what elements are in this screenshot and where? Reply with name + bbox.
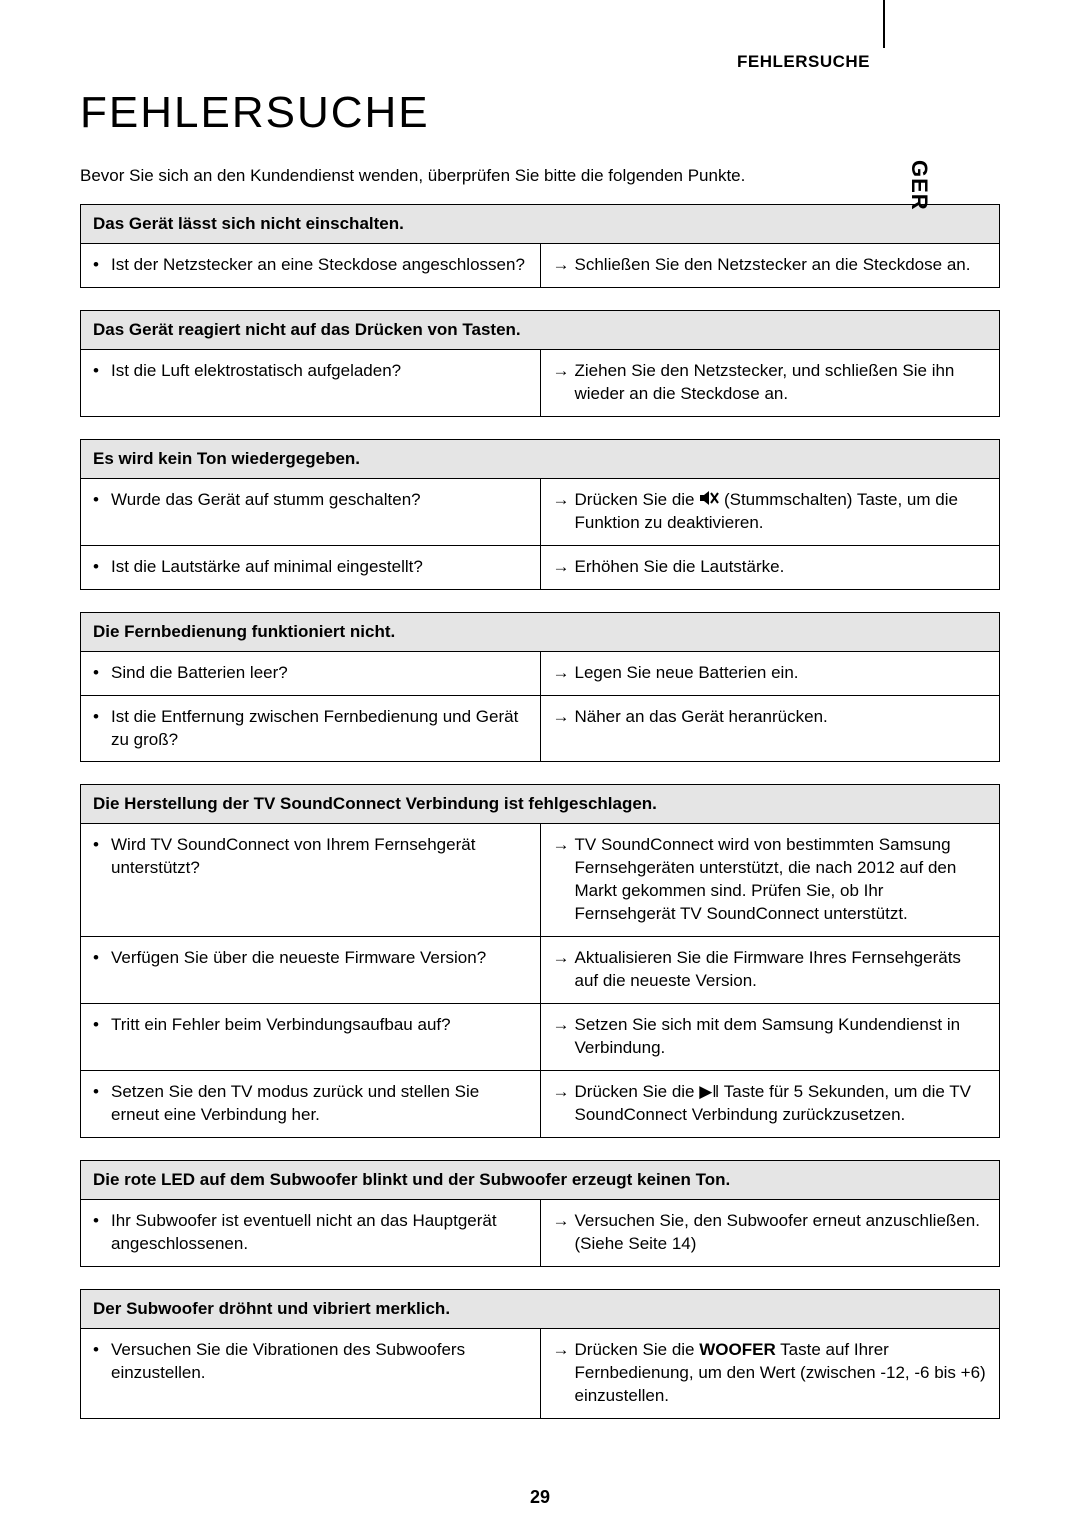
answer-cell: →Drücken Sie die ▶ǁ Taste für 5 Sekunden… — [540, 1070, 1000, 1137]
question-cell: •Wurde das Gerät auf stumm geschalten? — [81, 478, 541, 545]
answer-text: Drücken Sie die WOOFER Taste auf Ihrer F… — [575, 1339, 988, 1408]
troubleshoot-tables: Das Gerät lässt sich nicht einschalten.•… — [80, 204, 1000, 1419]
bullet-icon: • — [93, 360, 111, 383]
question-text: Tritt ein Fehler beim Verbindungsaufbau … — [111, 1014, 528, 1037]
troubleshoot-table: Die Fernbedienung funktioniert nicht.•Si… — [80, 612, 1000, 763]
answer-text: Setzen Sie sich mit dem Samsung Kundendi… — [575, 1014, 988, 1060]
answer-text: Aktualisieren Sie die Firmware Ihres Fer… — [575, 947, 988, 993]
question-cell: •Wird TV SoundConnect von Ihrem Fernsehg… — [81, 824, 541, 937]
question-cell: •Verfügen Sie über die neueste Firmware … — [81, 937, 541, 1004]
question-cell: •Setzen Sie den TV modus zurück und stel… — [81, 1070, 541, 1137]
answer-text: Versuchen Sie, den Subwoofer erneut anzu… — [575, 1210, 988, 1256]
answer-text: Legen Sie neue Batterien ein. — [575, 662, 988, 685]
table-header: Es wird kein Ton wiedergegeben. — [81, 439, 1000, 478]
bullet-icon: • — [93, 662, 111, 685]
table-header: Der Subwoofer dröhnt und vibriert merkli… — [81, 1289, 1000, 1328]
troubleshoot-table: Der Subwoofer dröhnt und vibriert merkli… — [80, 1289, 1000, 1419]
question-cell: •Ist die Luft elektrostatisch aufgeladen… — [81, 349, 541, 416]
answer-text: TV SoundConnect wird von bestimmten Sams… — [575, 834, 988, 926]
arrow-icon: → — [553, 1081, 575, 1127]
answer-cell: →Drücken Sie die WOOFER Taste auf Ihrer … — [540, 1328, 1000, 1418]
answer-cell: →Setzen Sie sich mit dem Samsung Kundend… — [540, 1004, 1000, 1071]
manual-page: FEHLERSUCHE GER FEHLERSUCHE Bevor Sie si… — [0, 0, 1080, 1532]
top-divider — [883, 0, 885, 48]
bullet-icon: • — [93, 254, 111, 277]
arrow-icon: → — [553, 947, 575, 993]
answer-cell: →Näher an das Gerät heranrücken. — [540, 695, 1000, 762]
question-cell: •Tritt ein Fehler beim Verbindungsaufbau… — [81, 1004, 541, 1071]
question-text: Ihr Subwoofer ist eventuell nicht an das… — [111, 1210, 528, 1256]
bullet-icon: • — [93, 1081, 111, 1127]
question-text: Setzen Sie den TV modus zurück und stell… — [111, 1081, 528, 1127]
answer-text: Drücken Sie die ▶ǁ Taste für 5 Sekunden,… — [575, 1081, 988, 1127]
question-cell: •Ihr Subwoofer ist eventuell nicht an da… — [81, 1199, 541, 1266]
question-text: Wurde das Gerät auf stumm geschalten? — [111, 489, 528, 512]
bullet-icon: • — [93, 706, 111, 752]
troubleshoot-table: Das Gerät reagiert nicht auf das Drücken… — [80, 310, 1000, 417]
mute-icon — [699, 490, 719, 509]
answer-cell: →Legen Sie neue Batterien ein. — [540, 651, 1000, 695]
question-text: Ist die Entfernung zwischen Fernbedienun… — [111, 706, 528, 752]
question-cell: •Ist die Entfernung zwischen Fernbedienu… — [81, 695, 541, 762]
troubleshoot-table: Die Herstellung der TV SoundConnect Verb… — [80, 784, 1000, 1137]
arrow-icon: → — [553, 360, 575, 406]
bullet-icon: • — [93, 1339, 111, 1385]
bullet-icon: • — [93, 1014, 111, 1037]
table-header: Die Herstellung der TV SoundConnect Verb… — [81, 785, 1000, 824]
question-cell: •Versuchen Sie die Vibrationen des Subwo… — [81, 1328, 541, 1418]
arrow-icon: → — [553, 489, 575, 535]
troubleshoot-table: Es wird kein Ton wiedergegeben.•Wurde da… — [80, 439, 1000, 590]
question-text: Wird TV SoundConnect von Ihrem Fernsehge… — [111, 834, 528, 880]
troubleshoot-table: Das Gerät lässt sich nicht einschalten.•… — [80, 204, 1000, 288]
arrow-icon: → — [553, 1210, 575, 1256]
table-header: Die Fernbedienung funktioniert nicht. — [81, 612, 1000, 651]
page-number: 29 — [0, 1487, 1080, 1508]
question-text: Ist der Netzstecker an eine Steckdose an… — [111, 254, 528, 277]
question-text: Ist die Luft elektrostatisch aufgeladen? — [111, 360, 528, 383]
arrow-icon: → — [553, 556, 575, 579]
question-text: Sind die Batterien leer? — [111, 662, 528, 685]
arrow-icon: → — [553, 1339, 575, 1408]
answer-cell: →Drücken Sie die (Stummschalten) Taste, … — [540, 478, 1000, 545]
table-header: Das Gerät lässt sich nicht einschalten. — [81, 205, 1000, 244]
arrow-icon: → — [553, 1014, 575, 1060]
question-cell: •Ist der Netzstecker an eine Steckdose a… — [81, 244, 541, 288]
question-text: Verfügen Sie über die neueste Firmware V… — [111, 947, 528, 970]
answer-cell: →TV SoundConnect wird von bestimmten Sam… — [540, 824, 1000, 937]
question-cell: •Ist die Lautstärke auf minimal eingeste… — [81, 545, 541, 589]
intro-text: Bevor Sie sich an den Kundendienst wende… — [80, 166, 1000, 186]
table-header: Das Gerät reagiert nicht auf das Drücken… — [81, 310, 1000, 349]
arrow-icon: → — [553, 706, 575, 729]
language-tab: GER — [906, 160, 932, 211]
answer-text: Drücken Sie die (Stummschalten) Taste, u… — [575, 489, 988, 535]
bullet-icon: • — [93, 556, 111, 579]
page-title: FEHLERSUCHE — [80, 88, 1000, 138]
arrow-icon: → — [553, 254, 575, 277]
answer-cell: →Versuchen Sie, den Subwoofer erneut anz… — [540, 1199, 1000, 1266]
table-header: Die rote LED auf dem Subwoofer blinkt un… — [81, 1160, 1000, 1199]
bullet-icon: • — [93, 947, 111, 970]
question-cell: •Sind die Batterien leer? — [81, 651, 541, 695]
answer-cell: →Erhöhen Sie die Lautstärke. — [540, 545, 1000, 589]
bullet-icon: • — [93, 489, 111, 512]
answer-cell: →Schließen Sie den Netzstecker an die St… — [540, 244, 1000, 288]
answer-text: Erhöhen Sie die Lautstärke. — [575, 556, 988, 579]
question-text: Ist die Lautstärke auf minimal eingestel… — [111, 556, 528, 579]
question-text: Versuchen Sie die Vibrationen des Subwoo… — [111, 1339, 528, 1385]
answer-cell: →Ziehen Sie den Netzstecker, und schließ… — [540, 349, 1000, 416]
troubleshoot-table: Die rote LED auf dem Subwoofer blinkt un… — [80, 1160, 1000, 1267]
bullet-icon: • — [93, 1210, 111, 1256]
answer-cell: →Aktualisieren Sie die Firmware Ihres Fe… — [540, 937, 1000, 1004]
section-label: FEHLERSUCHE — [737, 52, 870, 72]
answer-text: Ziehen Sie den Netzstecker, und schließe… — [575, 360, 988, 406]
arrow-icon: → — [553, 834, 575, 926]
arrow-icon: → — [553, 662, 575, 685]
answer-text: Näher an das Gerät heranrücken. — [575, 706, 988, 729]
answer-text: Schließen Sie den Netzstecker an die Ste… — [575, 254, 988, 277]
bullet-icon: • — [93, 834, 111, 880]
